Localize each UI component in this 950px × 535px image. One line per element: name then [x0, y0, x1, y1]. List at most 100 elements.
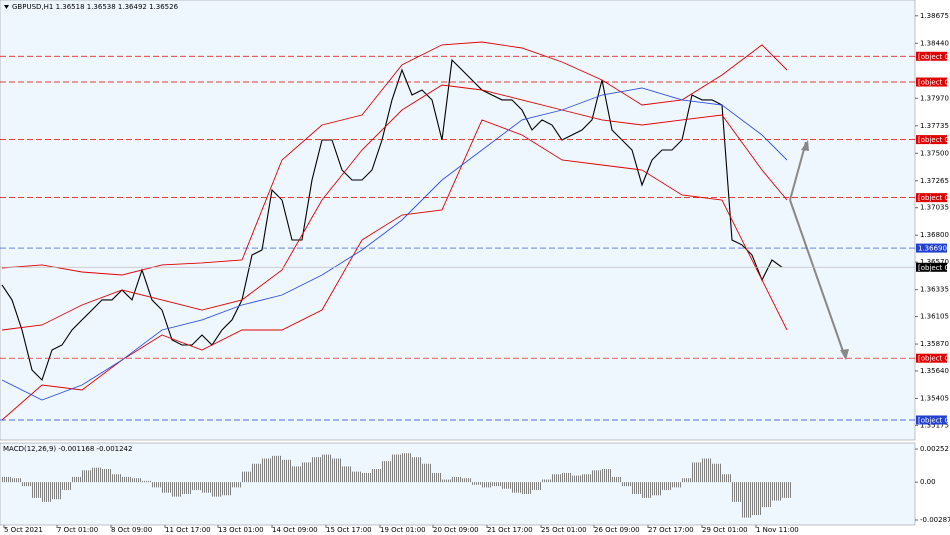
- macd-bar: [612, 476, 613, 483]
- macd-bar: [734, 482, 735, 502]
- macd-bar: [178, 482, 179, 497]
- macd-bar: [268, 458, 269, 483]
- price-line: [1, 41, 788, 276]
- symbol-menu[interactable]: [4, 5, 9, 9]
- macd-bar: [276, 455, 277, 483]
- macd-bar: [202, 482, 203, 493]
- macd-bar: [58, 482, 59, 500]
- macd-bar: [280, 455, 281, 483]
- macd-bar: [518, 482, 519, 493]
- x-tick-label: 19 Oct 01:00: [380, 526, 426, 534]
- macd-bar: [674, 482, 675, 488]
- macd-bar: [2, 476, 3, 483]
- macd-bar: [656, 482, 657, 496]
- level-box: [916, 77, 947, 87]
- level-label: [object Object]: [918, 194, 950, 202]
- macd-bar: [318, 457, 319, 483]
- x-tick-label: 26 Oct 09:00: [594, 526, 640, 534]
- macd-bar: [314, 457, 315, 483]
- macd-bar: [530, 482, 531, 494]
- macd-bar: [328, 454, 329, 483]
- y-tick-label: 1.37970: [920, 94, 949, 102]
- macd-bar: [272, 455, 273, 483]
- macd-bar: [146, 480, 147, 483]
- macd-bar: [676, 482, 677, 488]
- macd-bar: [438, 472, 439, 483]
- macd-bar: [460, 476, 461, 483]
- macd-bar: [206, 482, 207, 493]
- macd-bar: [716, 463, 717, 483]
- macd-bar: [234, 482, 235, 488]
- macd-bar: [488, 482, 489, 488]
- y-tick-label: 1.35640: [920, 367, 949, 375]
- macd-bar: [534, 482, 535, 491]
- macd-bar: [24, 482, 25, 487]
- macd-bar: [158, 482, 159, 488]
- macd-title: MACD(12,26,9) -0.001168 -0.001242: [3, 445, 132, 453]
- macd-bar: [130, 476, 131, 483]
- y-tick-label: 1.35175: [920, 421, 949, 429]
- macd-bar: [492, 482, 493, 487]
- macd-bar: [668, 482, 669, 491]
- y-tick-label: 1.36105: [920, 313, 949, 321]
- macd-bar: [96, 467, 97, 483]
- macd-bar: [226, 482, 227, 496]
- macd-bar: [730, 474, 731, 483]
- macd-bar: [576, 475, 577, 483]
- arrow-up: [789, 141, 807, 201]
- macd-bar: [378, 469, 379, 483]
- x-tick-label: 21 Oct 17:00: [487, 526, 533, 534]
- macd-bar: [614, 476, 615, 483]
- macd-bar: [322, 454, 323, 483]
- macd-bar: [312, 457, 313, 483]
- macd-bar: [248, 471, 249, 483]
- macd-bar: [302, 462, 303, 483]
- x-tick-label: 11 Oct 17:00: [165, 526, 211, 534]
- macd-bar: [132, 478, 133, 483]
- macd-bar: [544, 479, 545, 483]
- macd-bar: [286, 459, 287, 483]
- level-box: [916, 415, 947, 425]
- price-line: [1, 119, 788, 421]
- macd-bar: [566, 472, 567, 483]
- macd-bar: [642, 482, 643, 498]
- macd-bar: [714, 463, 715, 483]
- macd-bar: [660, 482, 661, 496]
- macd-bar: [432, 472, 433, 483]
- macd-bar: [88, 470, 89, 483]
- macd-bar: [306, 462, 307, 483]
- macd-bar: [722, 474, 723, 483]
- macd-bar: [124, 476, 125, 483]
- macd-bar: [458, 476, 459, 483]
- macd-bar: [790, 482, 791, 498]
- macd-bar: [144, 480, 145, 483]
- macd-bar: [148, 480, 149, 483]
- macd-bar: [332, 458, 333, 483]
- macd-bar: [406, 453, 407, 483]
- macd-bar: [18, 478, 19, 483]
- macd-bar: [526, 482, 527, 494]
- macd-bar: [38, 482, 39, 498]
- level-label: [object Object]: [918, 416, 950, 424]
- macd-bar: [764, 482, 765, 508]
- macd-bar: [744, 482, 745, 518]
- y-tick-label: 1.35405: [920, 394, 949, 402]
- macd-bar: [254, 463, 255, 483]
- macd-bar: [782, 482, 783, 498]
- macd-bar: [748, 482, 749, 518]
- macd-bar: [532, 482, 533, 491]
- macd-bar: [236, 482, 237, 488]
- macd-bar: [186, 482, 187, 494]
- macd-bar: [68, 482, 69, 491]
- macd-bar: [548, 479, 549, 483]
- macd-bar: [346, 466, 347, 483]
- macd-bar: [658, 482, 659, 496]
- arrow-head: [840, 349, 849, 360]
- macd-bar: [126, 476, 127, 483]
- macd-bar: [330, 454, 331, 483]
- macd-bar: [50, 482, 51, 502]
- macd-bar: [590, 474, 591, 483]
- x-tick-label: 20 Oct 09:00: [433, 526, 479, 534]
- y-tick-label: 1.37735: [920, 122, 949, 130]
